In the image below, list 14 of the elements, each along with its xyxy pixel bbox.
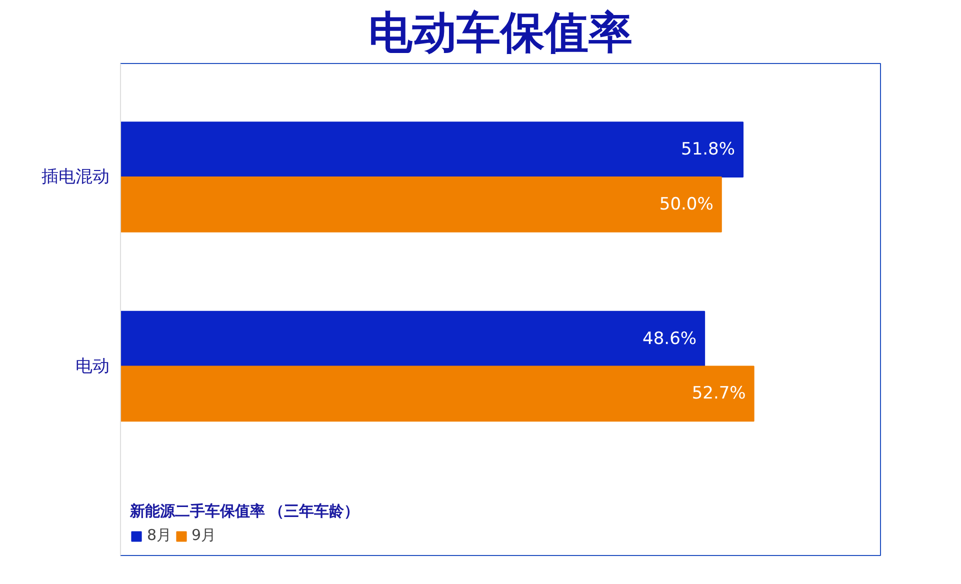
bar: [120, 366, 754, 422]
chart-title: 电动车保值率: [368, 8, 632, 58]
y-tick-label: 插电混动: [42, 167, 110, 188]
bar: [120, 176, 722, 232]
legend-label: 8月: [147, 526, 172, 545]
legend-title: 新能源二手车保值率 （三年车龄）: [130, 502, 359, 521]
bar: [120, 310, 706, 367]
data-label: 48.6%: [642, 328, 697, 349]
data-label: 50.0%: [659, 194, 714, 214]
legend-label: 9月: [192, 526, 216, 545]
data-label: 52.7%: [692, 384, 746, 404]
bar: [120, 122, 744, 178]
y-tick-label: 电动: [76, 356, 110, 376]
data-label: 51.8%: [681, 140, 736, 160]
